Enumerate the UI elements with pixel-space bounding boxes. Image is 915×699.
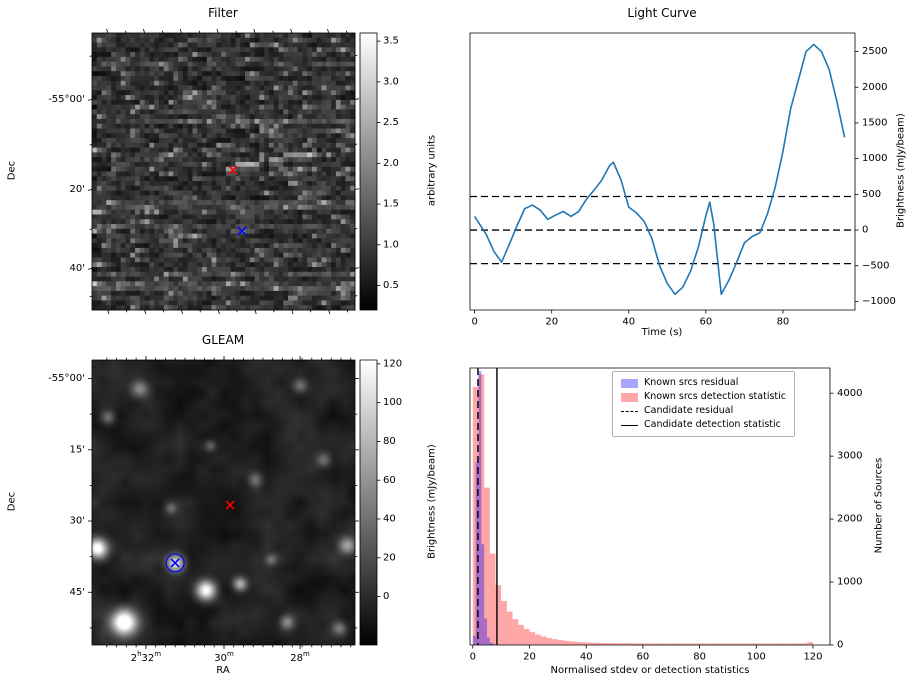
legend-label-candidate-residual: Candidate residual [644,405,734,416]
gleam-title: GLEAM [201,333,245,347]
legend-swatch-known-detstat [621,392,638,402]
filter-ylabel: Dec [6,160,18,181]
gleam-xlabel: RA [216,665,230,676]
legend-item-known-residual: Known srcs residual [621,376,786,390]
light-curve-ylabel: Brightness (mJy/beam) [895,113,907,228]
legend-item-known-detstat: Known srcs detection statistic [621,390,786,404]
legend-item-candidate-detstat: Candidate detection statistic [621,418,786,432]
legend-label-known-detstat: Known srcs detection statistic [644,391,786,402]
histogram-ylabel: Number of Sources [873,457,885,554]
legend-solid-line-icon [621,424,638,426]
light-curve-xlabel: Time (s) [641,327,683,338]
gleam-ylabel: Dec [6,491,18,512]
legend-dashed-line-icon [621,410,638,412]
legend-swatch-known-residual [621,378,638,388]
light-curve-title: Light Curve [627,6,697,20]
histogram-xlabel: Normalised stdev or detection statistics [550,665,750,676]
gleam-colorbar-label: Brightness (mJy/beam) [426,444,438,559]
legend-label-known-residual: Known srcs residual [644,377,739,388]
histogram-legend: Known srcs residual Known srcs detection… [612,371,795,437]
filter-title: Filter [208,6,238,20]
legend-label-candidate-detstat: Candidate detection statistic [644,419,781,430]
filter-colorbar-label: arbitrary units [426,134,438,207]
legend-item-candidate-residual: Candidate residual [621,404,786,418]
